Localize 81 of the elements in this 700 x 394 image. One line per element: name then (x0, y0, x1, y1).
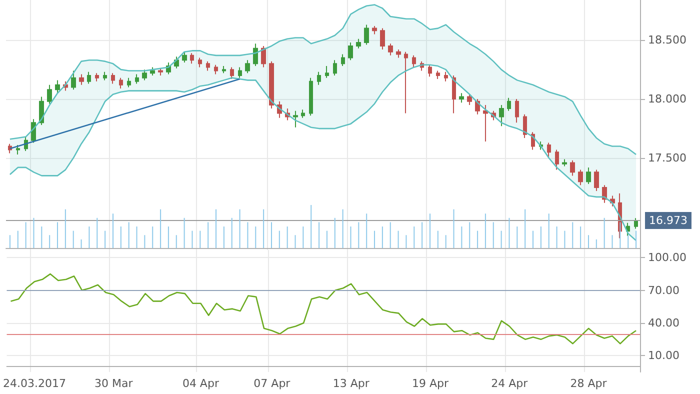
candlestick (325, 66, 329, 78)
candlestick (127, 77, 131, 88)
line-series (10, 273, 637, 344)
candlestick (507, 97, 511, 112)
x-tick-label: 28 Apr (570, 377, 608, 390)
candlestick (396, 49, 401, 58)
candlestick (586, 166, 591, 184)
candlestick (372, 25, 377, 35)
candlestick (459, 92, 464, 104)
candlestick (348, 42, 353, 61)
candlestick (602, 184, 607, 204)
candlestick (95, 72, 99, 82)
candlestick (428, 64, 432, 78)
y-tick-label: 70.00 (648, 284, 680, 297)
y-tick-label: 40.00 (648, 316, 680, 330)
candlestick (467, 94, 472, 106)
x-tick-label: 24.03.2017 (2, 377, 66, 390)
candlestick (634, 218, 638, 230)
candlestick (206, 60, 210, 72)
candlestick (364, 24, 369, 46)
line-series (9, 4, 637, 156)
candlestick (594, 169, 599, 192)
candlestick (222, 66, 226, 74)
candlestick (238, 66, 242, 78)
candlestick (333, 60, 337, 76)
candlestick (570, 160, 575, 176)
candlestick (483, 104, 488, 142)
candlestick (269, 60, 274, 109)
candlestick (452, 74, 456, 114)
x-tick-label: 24 Apr (491, 377, 528, 390)
candlestick (578, 169, 583, 186)
x-tick-label: 19 Apr (412, 377, 449, 390)
x-tick-label: 07 Apr (254, 377, 291, 390)
candlestick (111, 72, 115, 84)
candlestick (309, 77, 313, 116)
candlestick (562, 158, 567, 167)
candlestick (16, 144, 20, 155)
candlestick (261, 45, 266, 68)
candlestick (230, 66, 234, 80)
candlestick (79, 74, 84, 86)
candlestick (253, 43, 258, 67)
y-tick-label: 18.000 (648, 92, 686, 106)
candlestick (356, 38, 361, 49)
candlestick (158, 68, 163, 76)
candlestick (317, 71, 321, 86)
candlestick (301, 109, 305, 118)
candlestick (388, 43, 393, 56)
y-tick-label: 18.500 (648, 34, 686, 47)
x-tick-label: 30 Mar (94, 377, 134, 390)
candlestick (150, 66, 155, 76)
candlestick (444, 71, 448, 82)
y-tick-label: 100.00 (648, 251, 686, 264)
candlestick (515, 98, 519, 124)
candlestick (214, 64, 218, 75)
candlestick (499, 104, 504, 127)
candlestick (142, 69, 147, 81)
candlestick (523, 114, 527, 138)
candlestick (547, 142, 551, 158)
candlestick (71, 70, 76, 90)
candlestick (341, 54, 345, 67)
y-tick-label: 10.00 (648, 349, 680, 362)
ref-line-label: 16.973 (649, 214, 688, 228)
candlestick (555, 149, 559, 170)
x-tick-label: 13 Apr (332, 377, 370, 390)
candlestick (103, 71, 107, 81)
candlestick (135, 74, 139, 84)
x-tick-label: 04 Apr (182, 377, 220, 390)
candlestick (404, 51, 408, 114)
candlestick (55, 80, 60, 94)
candlestick (380, 28, 385, 50)
candlestick (293, 110, 298, 128)
y-tick-label: 17.500 (648, 152, 686, 165)
candlestick (412, 54, 416, 68)
candlestick (198, 57, 202, 68)
candlestick (436, 70, 440, 80)
candlestick (47, 84, 52, 104)
candlestick (190, 52, 194, 64)
candlestick (87, 71, 91, 84)
candlestick (119, 77, 123, 89)
candlestick (182, 51, 187, 63)
candlestick (245, 60, 250, 74)
